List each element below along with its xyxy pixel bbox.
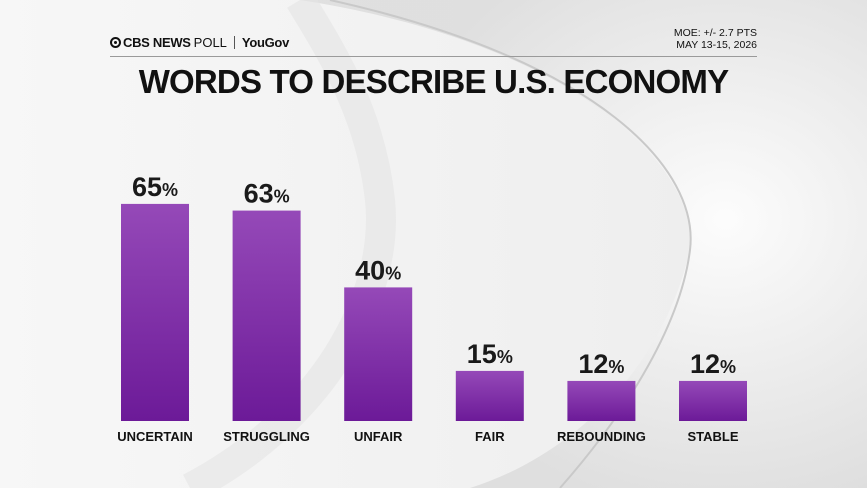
bar-uncertain xyxy=(121,203,189,421)
category-label-rebounding: REBOUNDING xyxy=(557,429,646,444)
margin-of-error: MOE: +/- 2.7 PTS xyxy=(673,27,757,39)
cbs-eye-icon xyxy=(110,36,121,48)
bar-struggling xyxy=(232,210,301,421)
bar-unfair xyxy=(344,287,413,421)
value-label-unfair: 40% xyxy=(355,255,401,285)
value-label-stable: 12% xyxy=(690,349,736,379)
bar-rebounding xyxy=(567,380,636,421)
brand-logo: CBS NEWS POLL YouGov xyxy=(110,33,289,51)
brand-cbs: CBS NEWS xyxy=(123,34,191,50)
chart-title: WORDS TO DESCRIBE U.S. ECONOMY xyxy=(138,63,729,100)
value-label-uncertain: 65% xyxy=(132,172,178,202)
category-label-unfair: UNFAIR xyxy=(354,429,403,444)
value-label-rebounding: 12% xyxy=(578,349,624,379)
poll-date: MAY 13-15, 2026 xyxy=(676,39,757,51)
category-label-stable: STABLE xyxy=(687,429,738,444)
category-label-uncertain: UNCERTAIN xyxy=(117,429,193,444)
brand-poll: POLL xyxy=(193,34,227,50)
header-divider xyxy=(110,56,757,57)
category-label-struggling: STRUGGLING xyxy=(223,429,310,444)
bar-stable xyxy=(679,380,747,421)
brand-partner: YouGov xyxy=(241,34,289,50)
poll-info: MOE: +/- 2.7 PTS MAY 13-15, 2026 xyxy=(674,27,757,51)
value-label-struggling: 63% xyxy=(244,179,290,209)
value-label-fair: 15% xyxy=(467,339,513,369)
bar-fair xyxy=(455,370,524,421)
category-label-fair: FAIR xyxy=(475,429,505,444)
brand-divider xyxy=(233,35,235,49)
